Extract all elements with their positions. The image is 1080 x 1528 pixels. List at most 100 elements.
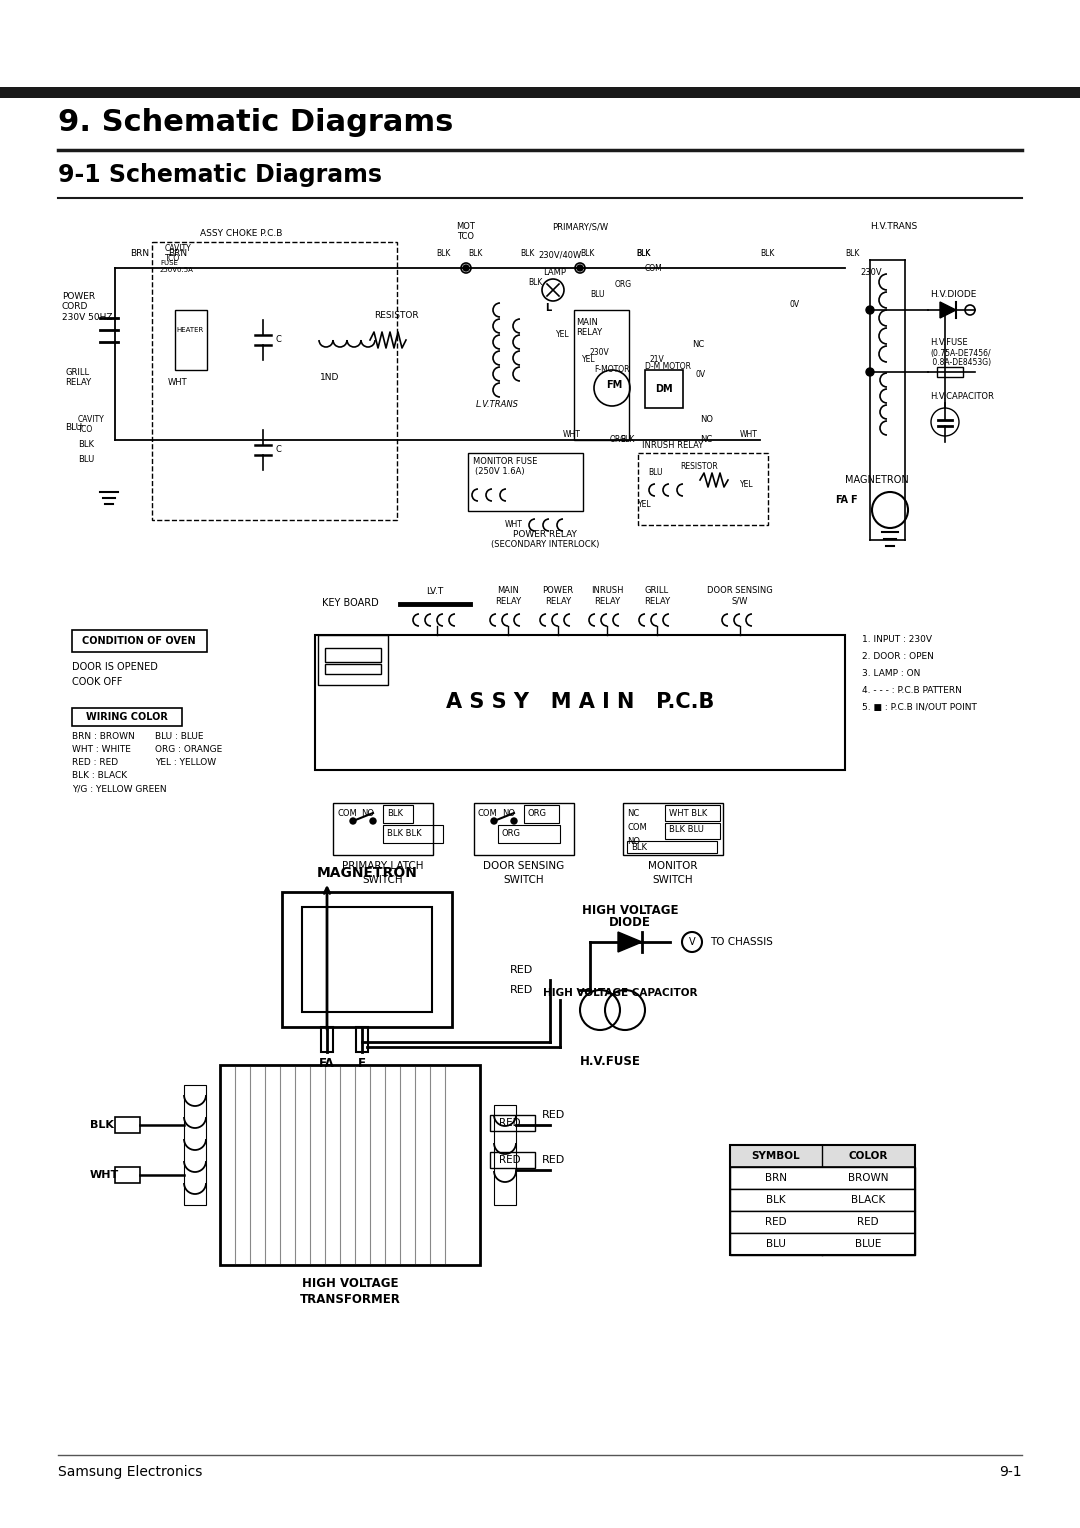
Bar [72, 630, 207, 652]
Text: RESISTOR: RESISTOR [374, 312, 419, 319]
Text: (250V 1.6A): (250V 1.6A) [475, 468, 525, 477]
Text: 21V: 21V [650, 354, 665, 364]
Text: POWER RELAY: POWER RELAY [513, 530, 577, 539]
Text: RED: RED [510, 966, 534, 975]
Text: DM: DM [656, 384, 673, 394]
Text: PRIMARY LATCH: PRIMARY LATCH [342, 860, 423, 871]
Text: CONDITION OF OVEN: CONDITION OF OVEN [82, 636, 195, 646]
Text: BLK : BLACK: BLK : BLACK [72, 772, 127, 779]
Text: MONITOR: MONITOR [648, 860, 698, 871]
Text: HEATER: HEATER [176, 327, 203, 333]
Text: L: L [545, 303, 551, 313]
Bar [524, 805, 559, 824]
Text: WHT: WHT [90, 1170, 119, 1180]
Text: MONITOR FUSE: MONITOR FUSE [473, 457, 538, 466]
Bar [490, 1115, 535, 1131]
Text: FM: FM [606, 380, 622, 390]
Text: BLU: BLU [590, 290, 605, 299]
Text: H.V.TRANS: H.V.TRANS [870, 222, 917, 231]
Circle shape [577, 264, 583, 270]
Text: COM: COM [627, 824, 647, 833]
Text: RELAY: RELAY [495, 597, 521, 607]
Text: C: C [275, 336, 281, 344]
Text: MAGNETRON: MAGNETRON [845, 475, 908, 484]
Text: ASSY CHOKE P.C.B: ASSY CHOKE P.C.B [200, 229, 282, 238]
Text: COLOR: COLOR [848, 1151, 888, 1161]
Bar [333, 804, 433, 856]
Bar [474, 804, 573, 856]
Text: TO CHASSIS: TO CHASSIS [710, 937, 773, 947]
Text: NO: NO [502, 808, 515, 817]
Text: FUSE
250V0.5A: FUSE 250V0.5A [160, 260, 194, 274]
Text: FA: FA [835, 495, 848, 504]
Text: 4. - - - : P.C.B PATTERN: 4. - - - : P.C.B PATTERN [862, 686, 962, 695]
Text: GRILL
RELAY: GRILL RELAY [65, 368, 91, 388]
Text: ORG: ORG [615, 280, 632, 289]
Text: (SECONDARY INTERLOCK): (SECONDARY INTERLOCK) [490, 539, 599, 549]
Text: COM: COM [645, 264, 663, 274]
Text: COM: COM [337, 808, 356, 817]
Text: L.V.TRANS: L.V.TRANS [476, 400, 519, 410]
Text: NO: NO [361, 808, 374, 817]
Circle shape [491, 817, 497, 824]
Text: SYMBOL: SYMBOL [752, 1151, 800, 1161]
Circle shape [511, 817, 517, 824]
Text: BLK: BLK [845, 249, 860, 258]
Text: RELAY: RELAY [644, 597, 670, 607]
Text: F: F [357, 1057, 366, 1070]
Text: BRN: BRN [130, 249, 149, 258]
Text: BLUE: BLUE [854, 1239, 881, 1248]
Text: GRILL: GRILL [645, 587, 670, 594]
Text: V: V [689, 937, 696, 947]
Text: S/W: S/W [732, 597, 748, 607]
Bar [490, 1152, 535, 1167]
Text: BLK BLK: BLK BLK [387, 830, 421, 837]
Text: BLK: BLK [78, 440, 94, 449]
Bar [114, 1117, 140, 1132]
Bar [730, 1189, 915, 1212]
Text: BLK: BLK [528, 278, 542, 287]
Text: YEL: YEL [582, 354, 596, 364]
Bar [325, 648, 381, 662]
Text: SWITCH: SWITCH [503, 876, 544, 885]
Text: RELAY: RELAY [594, 597, 620, 607]
Text: BLK: BLK [580, 249, 594, 258]
Text: POWER
CORD
230V 50HZ: POWER CORD 230V 50HZ [62, 292, 112, 322]
Bar [498, 825, 561, 843]
Text: Y/G : YELLOW GREEN: Y/G : YELLOW GREEN [72, 784, 166, 793]
Bar [282, 892, 453, 1027]
Bar [468, 452, 583, 510]
Bar [623, 804, 723, 856]
Text: RED: RED [542, 1155, 565, 1164]
Text: 1ND: 1ND [320, 373, 339, 382]
Bar [184, 1085, 206, 1206]
Text: 0V: 0V [789, 299, 800, 309]
Text: RED: RED [510, 986, 534, 995]
Text: COM: COM [478, 808, 498, 817]
Text: MAIN: MAIN [497, 587, 518, 594]
Text: BLU: BLU [78, 455, 94, 465]
Text: WHT : WHITE: WHT : WHITE [72, 746, 131, 753]
Text: BLU: BLU [65, 423, 82, 432]
Text: H.V.FUSE: H.V.FUSE [580, 1054, 640, 1068]
Text: BLK: BLK [90, 1120, 113, 1131]
Text: WIRING COLOR: WIRING COLOR [86, 712, 167, 723]
Polygon shape [618, 932, 642, 952]
Bar [0, 87, 1080, 98]
Text: BLU: BLU [766, 1239, 786, 1248]
Text: KEY BOARD: KEY BOARD [322, 597, 378, 608]
Text: DOOR IS OPENED: DOOR IS OPENED [72, 662, 158, 672]
Text: BRN : BROWN: BRN : BROWN [72, 732, 135, 741]
Bar [318, 636, 388, 685]
Bar [645, 370, 683, 408]
Text: LV.T: LV.T [427, 587, 444, 596]
Text: ORG : ORANGE: ORG : ORANGE [156, 746, 222, 753]
Text: YEL: YEL [740, 480, 754, 489]
Bar [627, 840, 717, 853]
Text: A S S Y   M A I N   P.C.B: A S S Y M A I N P.C.B [446, 692, 714, 712]
Text: 9-1 Schematic Diagrams: 9-1 Schematic Diagrams [58, 163, 382, 186]
Text: DOOR SENSING: DOOR SENSING [484, 860, 565, 871]
Text: COOK OFF: COOK OFF [72, 677, 122, 688]
Text: NO: NO [700, 416, 713, 423]
Text: BLK: BLK [631, 843, 647, 853]
